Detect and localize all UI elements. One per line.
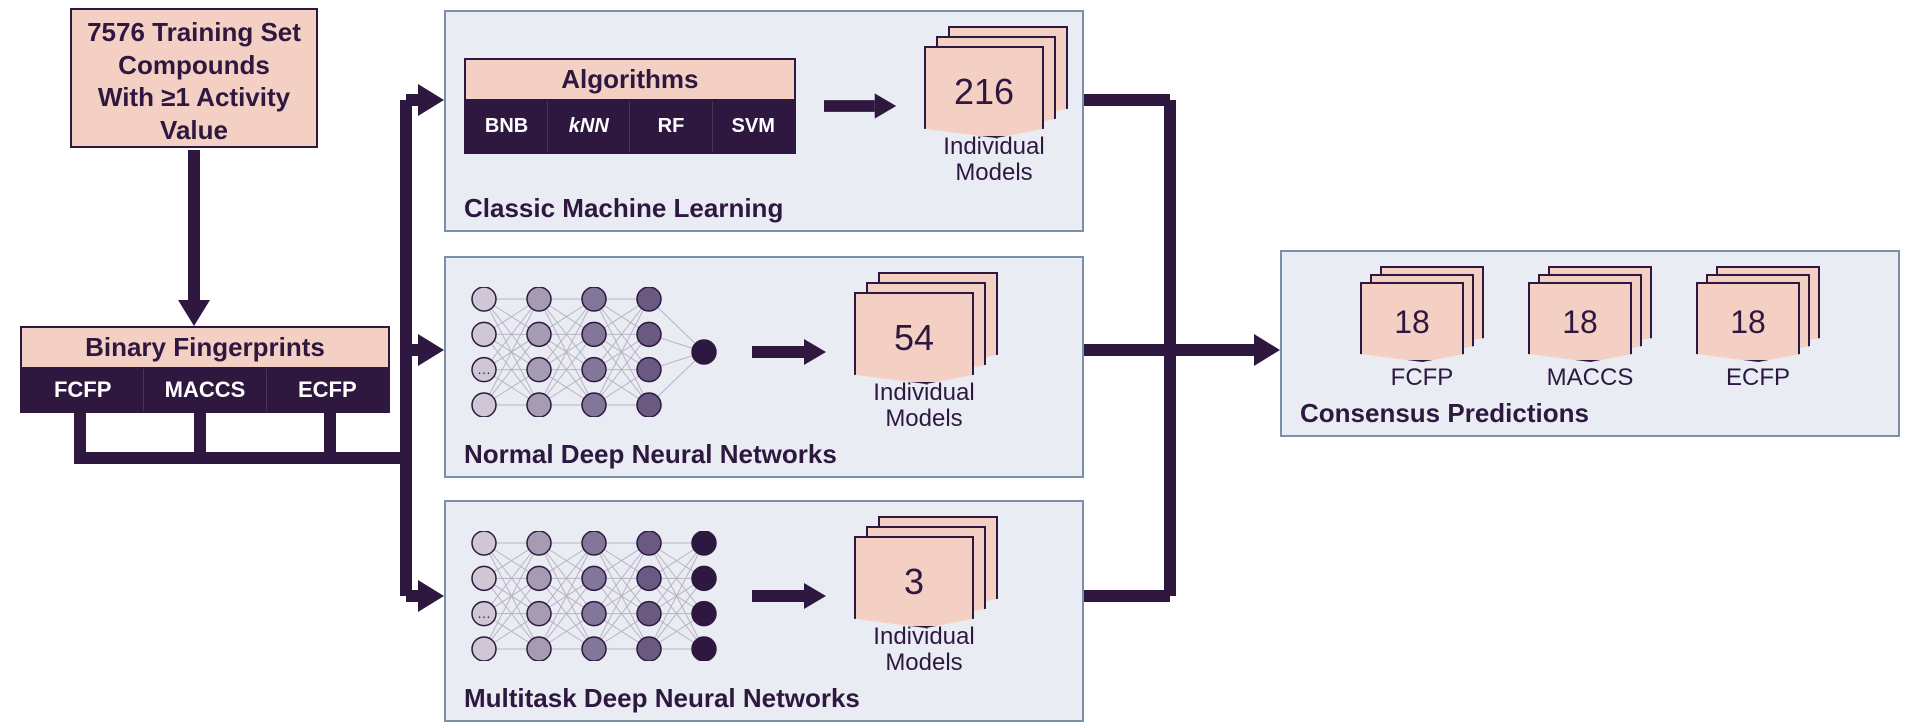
connectors-svg (0, 0, 1920, 695)
